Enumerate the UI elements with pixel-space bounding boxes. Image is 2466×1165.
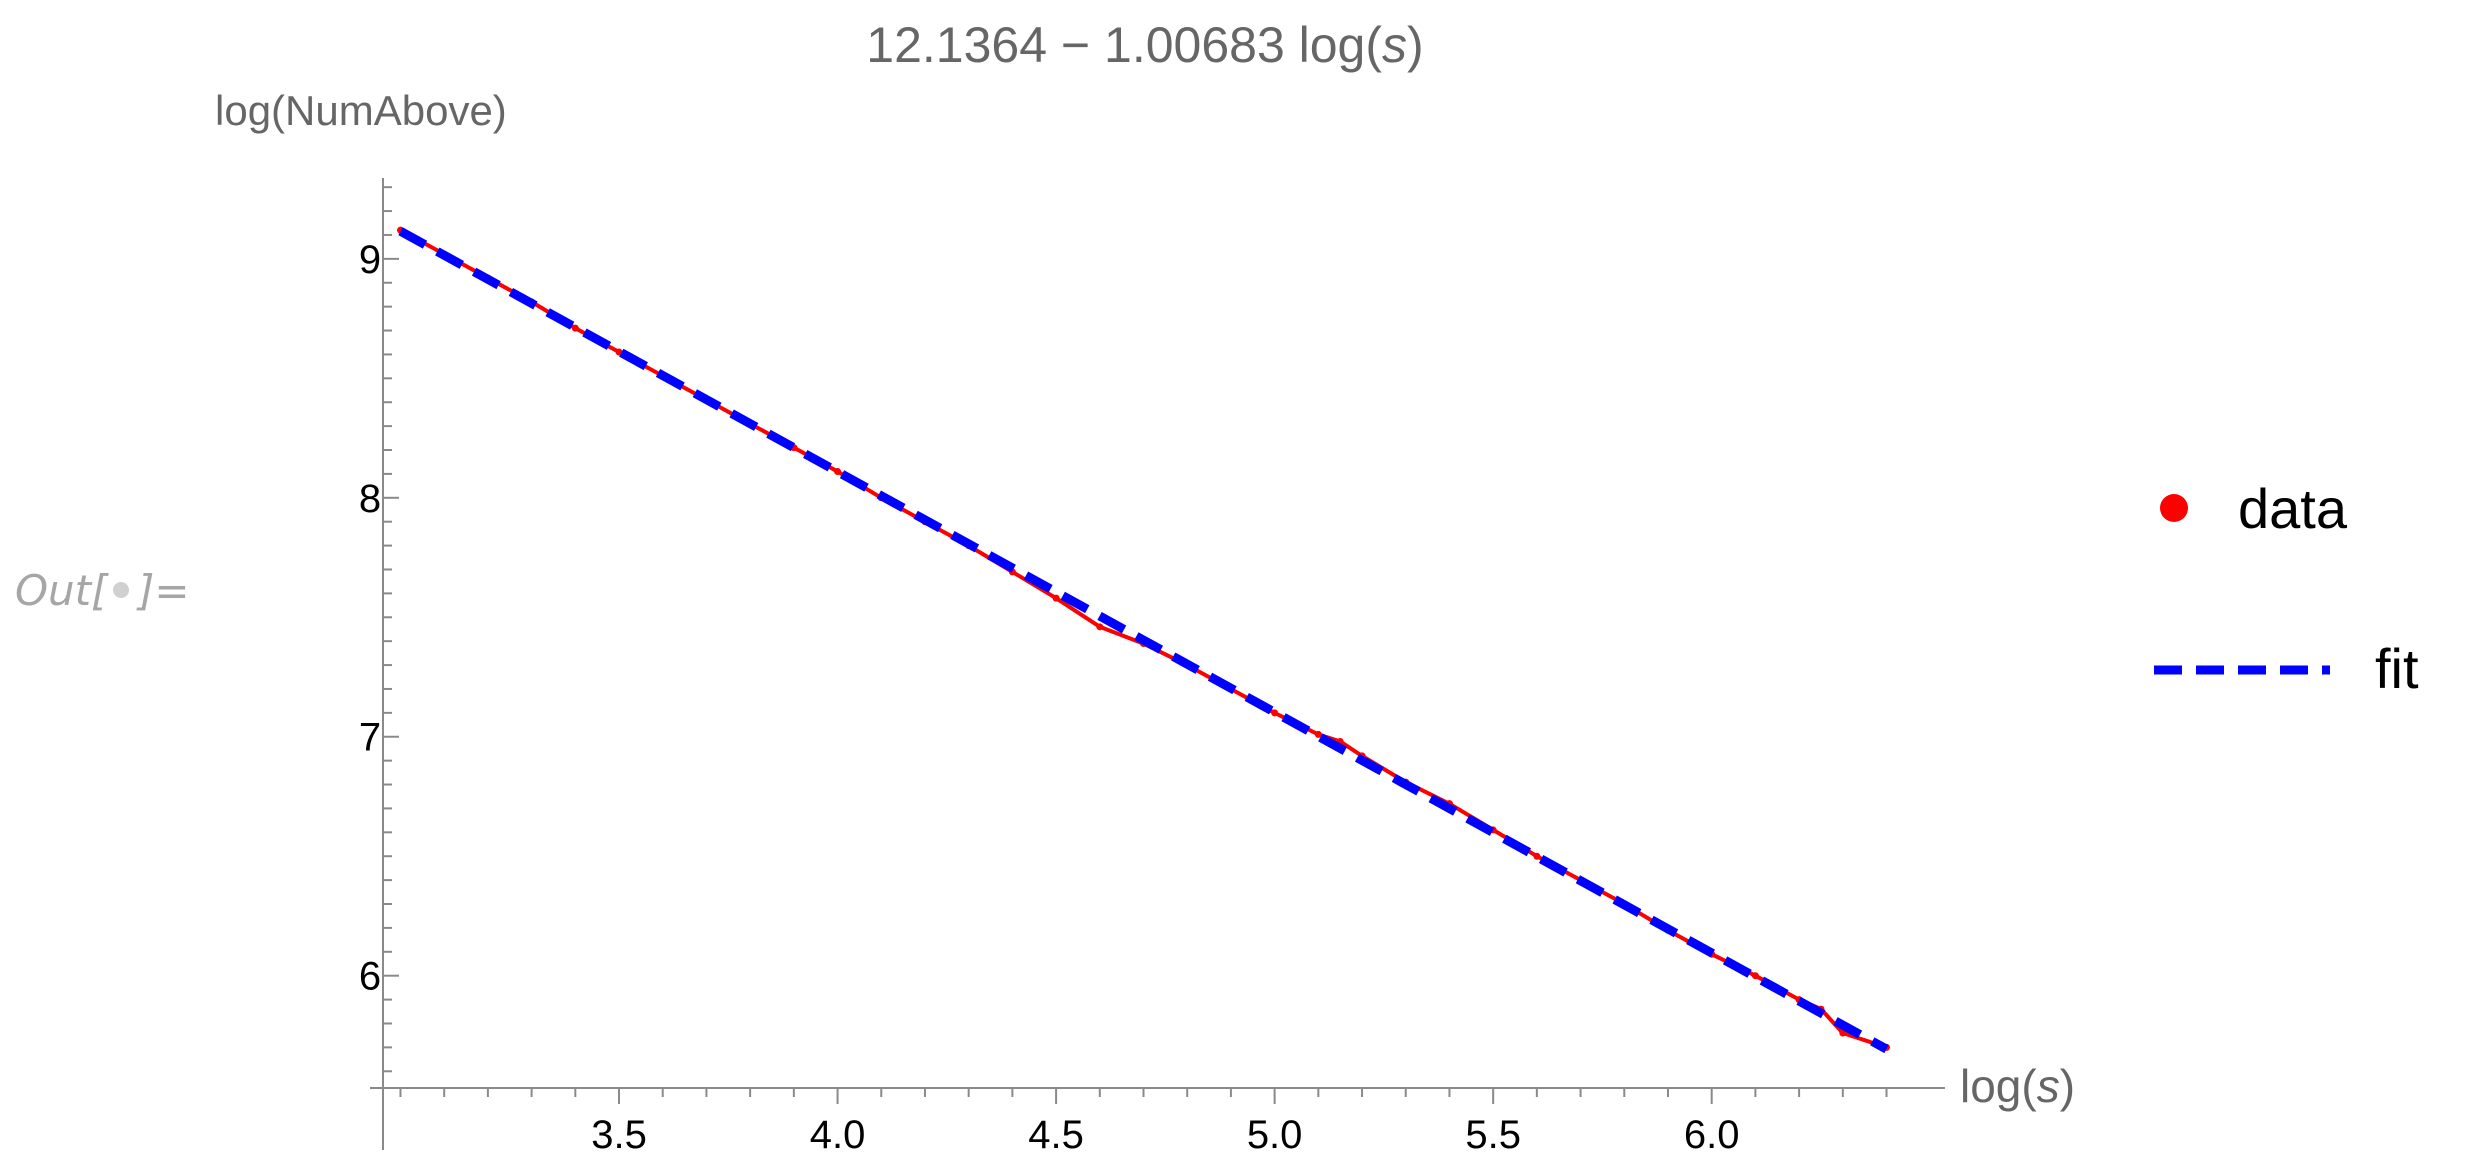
x-tick-label: 3.5 (591, 1113, 647, 1157)
y-tick-label: 7 (359, 716, 381, 760)
data-point (1271, 709, 1279, 717)
out-prefix: Out[ (15, 566, 109, 615)
x-tick-label: 5.5 (1465, 1113, 1521, 1157)
data-point (571, 324, 579, 332)
out-dot-icon (113, 582, 129, 598)
series-fit-line (398, 227, 1889, 1054)
data-point (1533, 852, 1541, 860)
x-tick-label: 5.0 (1247, 1113, 1303, 1157)
y-tick-label: 8 (359, 477, 381, 521)
data-point (1052, 594, 1060, 602)
chart-title: 12.1364 − 1.00683 log(s) (866, 17, 1423, 73)
y-axis-label: log(NumAbove) (215, 87, 507, 134)
data-point (1751, 972, 1759, 980)
legend-data-marker (2160, 494, 2188, 522)
x-axis-ticks (399, 1088, 1888, 1104)
x-tick-label: 4.5 (1028, 1113, 1084, 1157)
legend-data-label: data (2238, 477, 2348, 540)
x-axis-label: log(s) (1960, 1060, 2075, 1112)
y-tick-labels: 6 7 8 9 (359, 238, 381, 999)
x-tick-label: 6.0 (1684, 1113, 1740, 1157)
y-tick-label: 6 (359, 955, 381, 999)
y-axis-ticks (383, 186, 399, 1073)
data-point (834, 468, 842, 476)
data-point (1096, 623, 1104, 631)
out-cell-label: Out[ ]= (15, 566, 190, 615)
data-point (1314, 730, 1322, 738)
legend-fit-label: fit (2375, 637, 2419, 700)
data-point (1839, 1029, 1847, 1037)
x-tick-label: 4.0 (810, 1113, 866, 1157)
legend: data fit (2154, 477, 2419, 700)
x-tick-labels: 3.5 4.0 4.5 5.0 5.5 6.0 (591, 1113, 1739, 1157)
out-suffix: ]= (136, 566, 190, 615)
y-tick-label: 9 (359, 238, 381, 282)
